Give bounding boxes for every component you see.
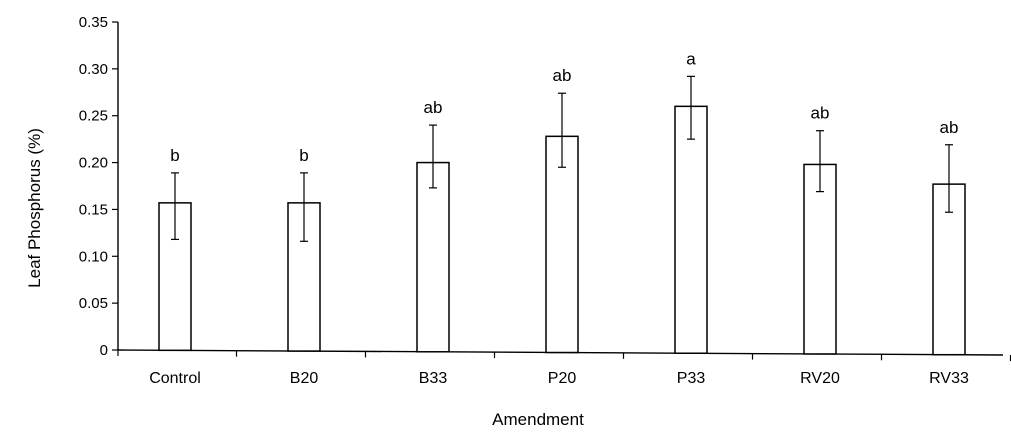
x-tick-label: Control: [149, 370, 201, 387]
significance-label: a: [686, 49, 696, 68]
y-axis-title: Leaf Phosphorus (%): [25, 128, 44, 288]
significance-label: ab: [424, 98, 443, 117]
bar: [545, 135, 579, 354]
significance-label: ab: [940, 118, 959, 137]
bar: [803, 163, 837, 355]
bars-group: [158, 105, 966, 356]
significance-label: b: [170, 146, 179, 165]
bar: [674, 105, 708, 354]
x-tick-label: B33: [419, 370, 448, 387]
y-tick-label: 0.15: [79, 201, 108, 218]
x-tick-label: RV33: [929, 370, 969, 387]
x-tick-label: P20: [548, 370, 577, 387]
bar: [416, 161, 450, 353]
y-axis: 0 0.05 0.10 0.15 0.20 0.25 0.30 0.35: [79, 14, 119, 359]
y-tick-label: 0.05: [79, 295, 108, 312]
x-tick-label: P33: [677, 370, 706, 387]
y-tick-label: 0: [100, 342, 108, 359]
y-tick-label: 0.10: [79, 248, 108, 265]
significance-label: ab: [553, 66, 572, 85]
significance-labels-group: b b ab ab a ab ab: [170, 49, 958, 165]
y-tick-label: 0.30: [79, 61, 108, 78]
x-tick-label: RV20: [800, 370, 840, 387]
y-tick-label: 0.20: [79, 155, 108, 172]
significance-label: ab: [811, 104, 830, 123]
significance-label: b: [299, 146, 308, 165]
x-tick-label: B20: [290, 370, 319, 387]
error-bars-group: [171, 75, 953, 242]
x-axis: Control B20 B33 P20 P33 RV20 RV33: [117, 349, 1011, 387]
y-tick-label: 0.35: [79, 14, 108, 31]
y-tick-label: 0.25: [79, 108, 108, 125]
x-axis-title: Amendment: [492, 410, 584, 429]
